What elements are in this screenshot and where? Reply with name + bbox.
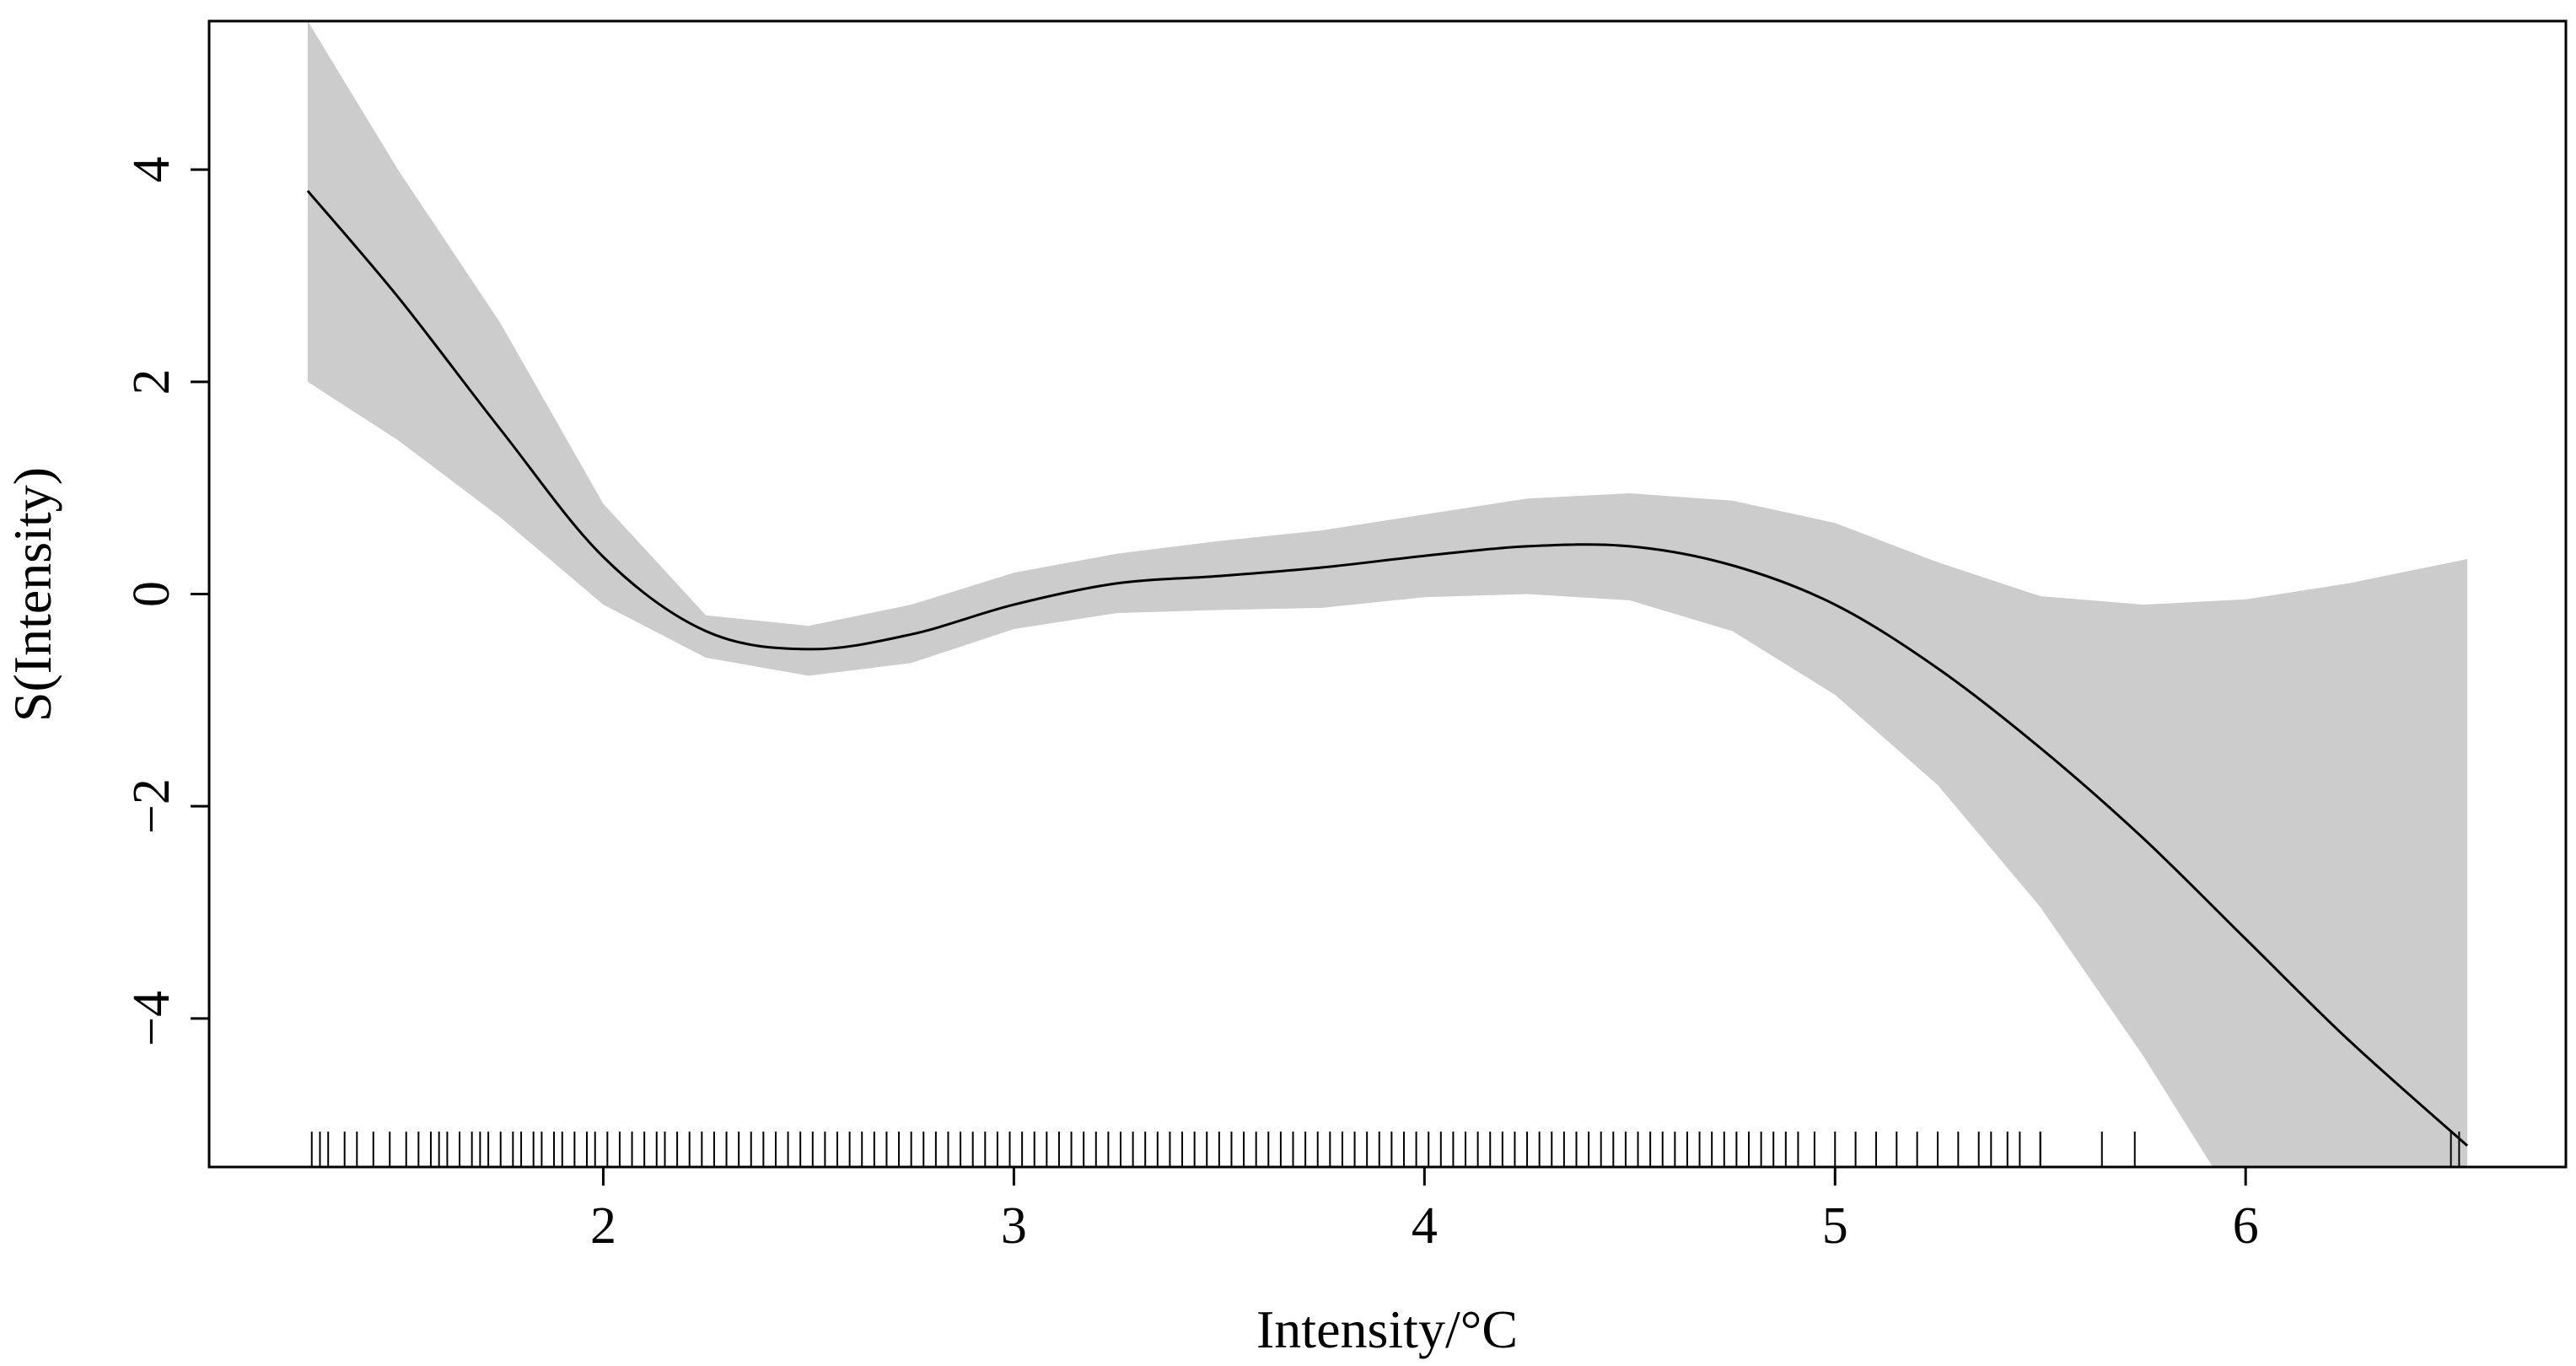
x-tick-label: 5 [1822, 1197, 1848, 1255]
y-tick-label: 2 [123, 368, 180, 395]
rug-layer [310, 1132, 2460, 1167]
y-tick-label: −2 [123, 778, 180, 834]
x-tick-label: 3 [1001, 1197, 1027, 1255]
y-tick-label: −4 [123, 991, 180, 1046]
y-tick-label: 4 [123, 157, 180, 183]
x-tick-label: 4 [1412, 1197, 1438, 1255]
confidence-band [307, 21, 2468, 1167]
estimate-line-layer [306, 190, 2469, 1147]
smooth-estimate-line [306, 190, 2469, 1147]
x-tick-label: 2 [590, 1197, 616, 1255]
y-tick-label: 0 [123, 581, 180, 607]
y-axis: −4 −2 0 2 4 [123, 157, 209, 1046]
x-tick-label: 6 [2233, 1197, 2259, 1255]
y-axis-title: S(Intensity) [3, 467, 62, 722]
x-axis-title: Intensity/°C [1256, 1299, 1518, 1359]
confidence-band-layer [307, 21, 2468, 1167]
x-axis: 2 3 4 5 6 [590, 1167, 2259, 1255]
